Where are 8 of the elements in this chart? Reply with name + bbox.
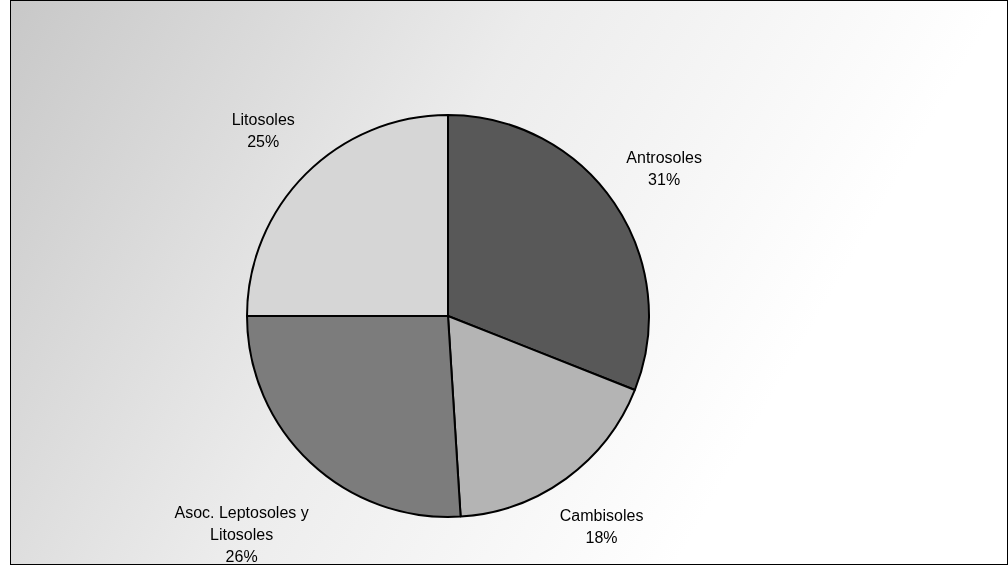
slice-label: Asoc. Leptosoles y Litosoles — [174, 504, 309, 544]
data-label: 18% — [585, 528, 618, 546]
slice-label: Cambisoles — [559, 506, 644, 524]
data-label: 26% — [225, 548, 258, 565]
slice-label: Antrosoles — [626, 148, 702, 166]
data-label: 25% — [247, 132, 280, 150]
data-label: 31% — [648, 170, 681, 188]
slice-label: Litosoles — [231, 110, 295, 128]
